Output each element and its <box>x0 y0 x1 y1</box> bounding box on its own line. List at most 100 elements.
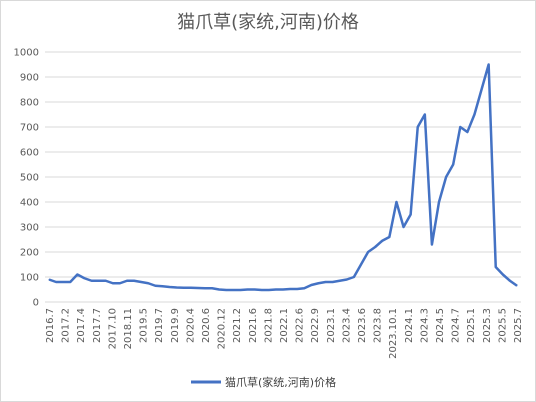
data-point <box>204 287 206 289</box>
x-tick-label: 2019.9 <box>170 308 181 343</box>
data-point <box>69 281 71 283</box>
y-tick-label: 800 <box>20 98 39 109</box>
x-tick-label: 2025.3 <box>482 308 493 343</box>
data-point <box>424 114 426 115</box>
data-point <box>247 289 249 290</box>
data-point <box>339 280 341 282</box>
data-point <box>488 64 490 65</box>
data-point <box>140 281 142 283</box>
y-tick-label: 600 <box>20 148 39 159</box>
series-layer <box>48 63 518 292</box>
x-tick-label: 2021.2 <box>232 308 243 343</box>
data-point <box>296 288 298 290</box>
data-point <box>310 284 312 286</box>
data-point <box>161 285 163 287</box>
data-point <box>225 289 227 291</box>
data-point <box>76 274 78 275</box>
data-point <box>98 280 100 282</box>
x-tick-label: 2023.10.1 <box>388 308 399 359</box>
data-point <box>112 282 114 284</box>
data-point <box>374 246 376 248</box>
x-tick-label: 2024.1 <box>404 308 415 343</box>
data-point <box>289 288 291 290</box>
data-point <box>183 287 185 289</box>
data-point <box>55 281 57 283</box>
legend-label: 猫爪草(家统,河南)价格 <box>225 375 336 389</box>
data-point <box>154 285 156 287</box>
data-point <box>417 126 419 128</box>
y-axis-ticks: 0 100 200 300 400 500 600 700 800 900 1000 <box>14 48 39 309</box>
x-tick-label: 2023.6 <box>357 308 368 343</box>
data-point <box>481 89 483 90</box>
x-axis-ticks: 2016.7 2017.2 2017.4 2017.7 2017.10 2018.11 20… <box>45 308 524 359</box>
data-point <box>147 282 149 284</box>
x-tick-label: 2021.8 <box>263 308 274 343</box>
y-tick-label: 300 <box>20 223 39 234</box>
data-point <box>473 114 475 115</box>
x-tick-label: 2025.5 <box>497 308 508 343</box>
data-point <box>332 281 334 283</box>
y-tick-label: 900 <box>20 73 39 84</box>
data-point <box>388 236 390 238</box>
data-point <box>438 201 440 203</box>
data-point <box>211 287 213 289</box>
x-tick-label: 2019.7 <box>154 308 165 343</box>
x-tick-label: 2023.8 <box>373 308 384 343</box>
data-point <box>261 289 263 291</box>
y-tick-label: 700 <box>20 123 39 134</box>
data-point <box>48 279 50 280</box>
data-point <box>325 281 327 283</box>
chart-title: 猫爪草(家统,河南)价格 <box>177 12 359 33</box>
data-point <box>254 289 256 290</box>
x-tick-label: 2016.7 <box>45 308 56 343</box>
data-point <box>176 287 178 288</box>
data-point <box>268 289 270 291</box>
data-point <box>516 285 518 287</box>
data-point <box>91 280 93 282</box>
data-point <box>381 240 383 242</box>
data-point <box>502 274 504 275</box>
data-point <box>169 286 171 288</box>
data-point <box>346 279 348 280</box>
y-tick-label: 100 <box>20 273 39 284</box>
y-tick-label: 400 <box>20 198 39 209</box>
x-tick-label: 2018.11 <box>123 308 134 349</box>
data-point <box>105 280 107 282</box>
x-tick-label: 2025.7 <box>513 308 524 343</box>
x-tick-label: 2025.1 <box>466 308 477 343</box>
data-point <box>452 164 454 165</box>
x-tick-label: 2020.12 <box>217 308 228 349</box>
x-tick-label: 2017.7 <box>92 308 103 343</box>
data-point <box>445 176 447 178</box>
x-tick-label: 2020.4 <box>185 308 196 343</box>
x-tick-label: 2024.5 <box>435 308 446 343</box>
x-tick-label: 2022.1 <box>279 308 290 343</box>
data-point <box>395 201 397 203</box>
y-tick-label: 0 <box>33 298 39 309</box>
data-point <box>495 266 497 268</box>
x-tick-label: 2023.4 <box>341 308 352 343</box>
data-point <box>317 282 319 284</box>
data-point <box>133 280 135 282</box>
data-point <box>431 244 433 245</box>
data-point <box>190 287 192 289</box>
data-point <box>197 287 199 289</box>
data-point <box>282 289 284 290</box>
data-point <box>410 214 412 215</box>
legend: 猫爪草(家统,河南)价格 <box>191 375 336 389</box>
x-tick-label: 2022.6 <box>295 308 306 343</box>
x-tick-label: 2023.1 <box>326 308 337 343</box>
data-point <box>232 289 234 291</box>
x-tick-label: 2024.3 <box>419 308 430 343</box>
x-tick-label: 2017.4 <box>76 308 87 343</box>
data-point <box>83 277 85 279</box>
data-point <box>353 276 355 278</box>
data-point <box>459 126 461 128</box>
y-tick-label: 1000 <box>14 48 39 59</box>
x-tick-label: 2017.2 <box>61 308 72 343</box>
data-point <box>509 280 511 282</box>
data-point <box>466 131 468 133</box>
data-point <box>218 289 220 290</box>
